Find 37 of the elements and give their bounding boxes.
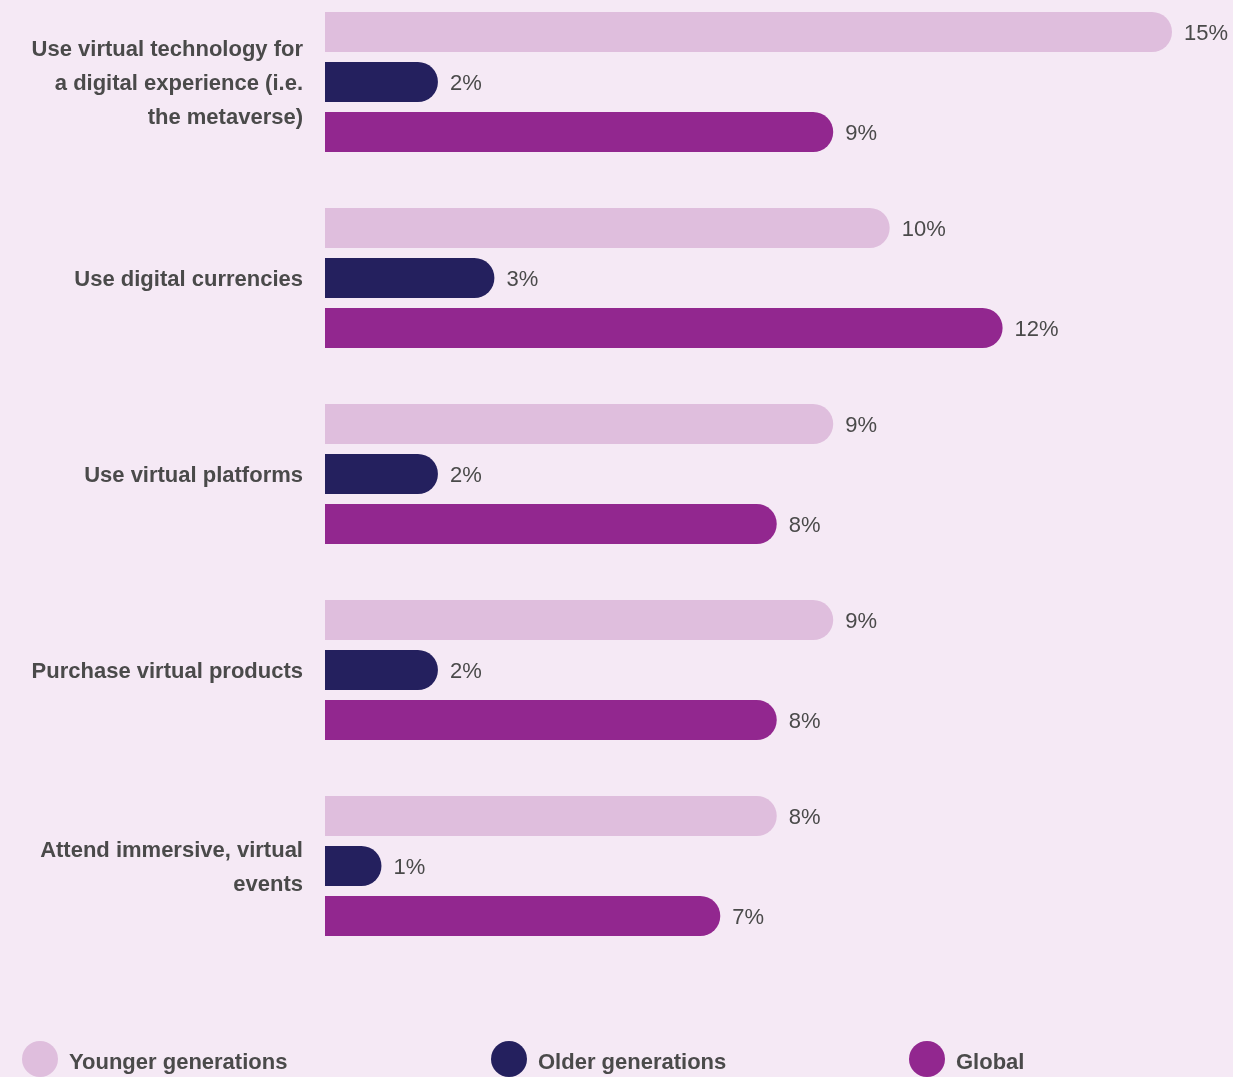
data-label: 3% [506,265,539,291]
data-label: 2% [449,657,482,683]
bar [325,208,890,248]
data-label: 8% [788,707,821,733]
bar [325,12,1172,52]
bar [325,600,834,640]
data-label: 9% [845,607,877,633]
bar [325,700,777,740]
bar [325,112,834,152]
data-label: 12% [1014,315,1059,341]
y-tick-label: Use digital currencies [74,265,303,291]
data-label: 9% [845,119,877,145]
bar [325,504,777,544]
data-label: 10% [901,215,946,241]
bar [325,62,438,102]
bar [325,454,438,494]
y-tick-label: Use virtual technology for a digital experience (i.e. the metaverse) [31,35,304,129]
bar [325,404,834,444]
data-label: 1% [393,853,426,879]
bar [325,308,1003,348]
legend-label: Older generations [538,1048,727,1074]
data-label: 2% [449,69,482,95]
legend-label: Younger generations [69,1048,288,1074]
data-label: 9% [845,411,877,437]
y-tick-label: Attend immersive, virtual events [40,836,303,896]
data-label: 7% [732,903,765,929]
bar [325,896,721,936]
bar [325,258,495,298]
bar [325,796,777,836]
data-label: 2% [449,461,482,487]
bar [325,650,438,690]
y-tick-label: Use virtual platforms [84,461,303,487]
data-label: 8% [788,803,821,829]
y-tick-label: Purchase virtual products [31,657,303,683]
data-label: 8% [788,511,821,537]
data-label: 15% [1184,19,1229,45]
legend-label: Global [956,1048,1025,1074]
